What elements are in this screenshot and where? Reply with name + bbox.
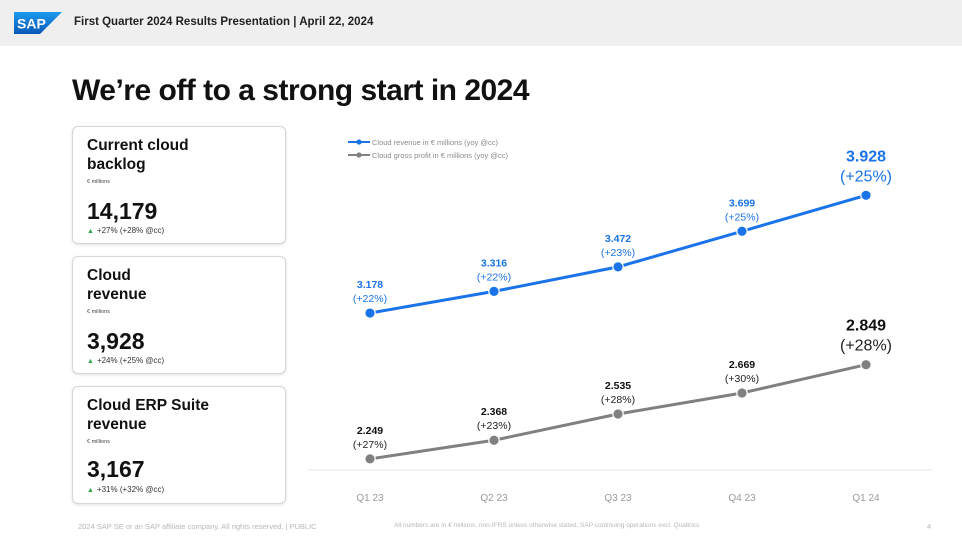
card-current-cloud-backlog: Current cloud backlog € millions 14,179 … — [72, 126, 286, 244]
card-unit: € millions — [87, 179, 110, 185]
x-tick-label: Q2 23 — [480, 493, 508, 504]
data-value-label: 2.535 — [605, 380, 631, 392]
footer-note: All numbers are in € millions, non-IFRS … — [394, 522, 700, 529]
data-point — [488, 434, 500, 447]
data-value-label: 2.249 — [357, 425, 383, 437]
up-triangle-icon: ▲ — [87, 358, 94, 365]
card-growth-text: +24% (+25% @cc) — [96, 356, 165, 365]
data-point — [612, 408, 624, 420]
data-value-label: 3.472 — [605, 233, 631, 245]
data-growth-label: (+28%) — [840, 338, 892, 355]
data-point — [736, 387, 748, 399]
card-cloud-revenue: Cloud revenue € millions 3,928 ▲ +24% (+2… — [72, 256, 286, 374]
data-growth-label: (+23%) — [477, 420, 511, 432]
data-growth-label: (+25%) — [725, 211, 759, 223]
x-tick-label: Q1 24 — [852, 493, 880, 504]
cloud-revenue-chart: Cloud revenue in € millions (yoy @cc) Clo… — [300, 128, 940, 508]
sap-logo: SAP — [14, 12, 62, 34]
card-growth: ▲ +24% (+25% @cc) — [87, 356, 164, 365]
x-tick-label: Q3 23 — [604, 493, 632, 504]
up-triangle-icon: ▲ — [87, 228, 94, 235]
data-value-label: 3.699 — [729, 197, 755, 209]
up-triangle-icon: ▲ — [87, 487, 94, 494]
data-value-label: 2.669 — [729, 359, 755, 371]
data-growth-label: (+28%) — [601, 394, 635, 406]
data-point — [736, 225, 748, 238]
data-growth-label: (+22%) — [353, 293, 387, 305]
legend-label-0: Cloud revenue in € millions (yoy @cc) — [372, 138, 498, 147]
data-value-label: 2.849 — [846, 318, 886, 335]
card-growth: ▲ +27% (+28% @cc) — [87, 226, 164, 235]
data-growth-label: (+30%) — [725, 373, 759, 385]
data-value-label: 3.178 — [357, 279, 383, 291]
card-growth-text: +27% (+28% @cc) — [96, 226, 165, 235]
chart-svg: Cloud revenue in € millions (yoy @cc) Clo… — [308, 138, 932, 504]
footer-copyright: 2024 SAP SE or an SAP affiliate company.… — [78, 522, 317, 531]
data-growth-label: (+25%) — [840, 168, 892, 185]
page-title: We’re off to a strong start in 2024 — [72, 74, 530, 107]
svg-text:SAP: SAP — [17, 16, 46, 32]
card-value: 14,179 — [87, 198, 158, 224]
data-point — [364, 307, 376, 319]
data-growth-label: (+23%) — [601, 247, 635, 259]
card-title: Cloud revenue — [87, 267, 147, 303]
data-point — [488, 285, 500, 298]
card-value: 3,167 — [87, 456, 145, 482]
card-title: Cloud ERP Suite revenue — [87, 397, 210, 433]
header-bar: SAP First Quarter 2024 Results Presentat… — [0, 0, 962, 46]
card-growth: ▲ +31% (+32% @cc) — [87, 485, 164, 494]
card-value: 3,928 — [87, 328, 145, 354]
data-value-label: 3.928 — [846, 148, 886, 165]
data-point — [860, 189, 872, 202]
card-unit: € millions — [87, 309, 110, 315]
data-value-label: 3.316 — [481, 257, 507, 269]
data-point — [860, 358, 872, 371]
card-title: Current cloud backlog — [87, 137, 189, 173]
data-growth-label: (+22%) — [477, 271, 511, 283]
data-point — [612, 261, 624, 273]
data-value-label: 2.368 — [481, 406, 507, 418]
legend-label-1: Cloud gross profit in € millions (yoy @c… — [372, 151, 508, 160]
legend-marker-1 — [356, 152, 362, 158]
page-number: 4 — [927, 522, 932, 531]
data-growth-label: (+27%) — [353, 439, 387, 451]
card-unit: € millions — [87, 439, 110, 445]
data-point — [364, 453, 376, 465]
card-cloud-erp-suite-revenue: Cloud ERP Suite revenue € millions 3,167… — [72, 386, 286, 504]
presentation-title: First Quarter 2024 Results Presentation … — [74, 16, 374, 28]
card-growth-text: +31% (+32% @cc) — [96, 485, 165, 494]
x-tick-label: Q4 23 — [728, 493, 756, 504]
x-tick-label: Q1 23 — [356, 493, 384, 504]
legend-marker-0 — [356, 139, 362, 145]
